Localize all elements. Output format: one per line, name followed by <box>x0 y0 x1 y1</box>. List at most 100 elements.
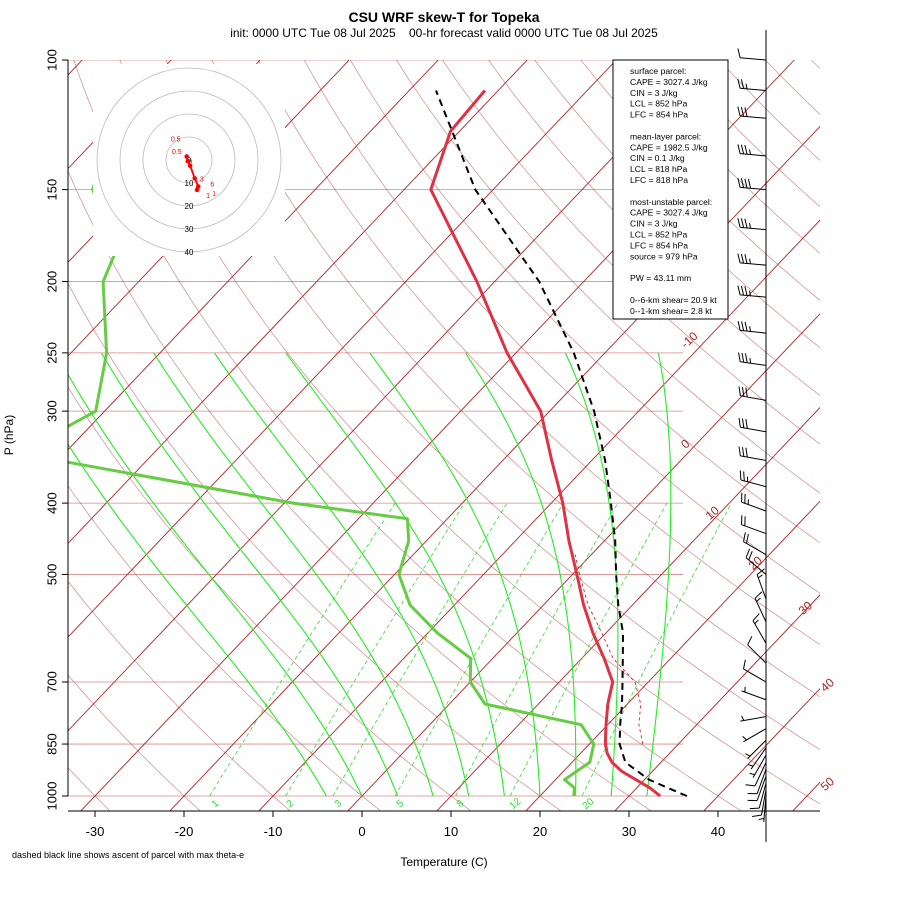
mixing-ratio-label: 5 <box>395 798 407 810</box>
wind-barb <box>737 106 767 119</box>
wind-barb-staff <box>760 789 767 816</box>
dry-adiabat <box>764 60 820 115</box>
wind-barb-flag <box>740 285 745 296</box>
isotherm-line <box>436 406 820 811</box>
wind-barb-staff <box>741 524 767 535</box>
wind-barb-flag <box>737 285 741 296</box>
info-box-line: surface parcel: <box>630 66 686 76</box>
mixing-ratio-label: 12 <box>508 796 524 812</box>
wind-barb-staff <box>752 754 767 778</box>
wind-barb-flag <box>758 574 763 579</box>
wind-barb-staff <box>740 455 767 461</box>
dry-adiabat <box>68 170 652 811</box>
moist-adiabat <box>285 352 505 797</box>
wind-barb <box>737 144 767 157</box>
dry-adiabat <box>68 386 472 811</box>
moist-adiabat <box>464 352 577 796</box>
wind-barb-flag <box>745 83 748 89</box>
info-box-line: LFC = 854 hPa <box>630 110 688 120</box>
isotherm-line <box>68 60 528 545</box>
mixing-ratio-label: 2 <box>285 798 297 810</box>
info-box-line: PW = 43.11 mm <box>630 273 691 283</box>
mixing-ratio-line <box>209 502 396 797</box>
dry-adiabat <box>626 60 820 254</box>
info-box-frame <box>612 59 729 320</box>
isotherm-line <box>525 500 820 811</box>
wind-barb <box>742 659 767 683</box>
info-box-line: LCL = 852 hPa <box>630 99 687 109</box>
wind-barb-flag <box>743 471 745 481</box>
moist-adiabat <box>646 352 672 797</box>
mixing-ratio-line <box>394 502 564 797</box>
wind-barb-flag <box>754 619 759 625</box>
wind-barb-flag <box>737 78 741 89</box>
wind-barb-staff <box>756 776 767 801</box>
chart-title: CSU WRF skew-T for Topeka <box>348 9 539 25</box>
wind-barb-flag <box>749 807 760 810</box>
wind-barb-flag <box>740 106 745 117</box>
wind-barb-staff <box>745 557 767 575</box>
wind-barb-flag <box>744 353 748 363</box>
wind-barb <box>737 321 767 334</box>
wind-barb-staff <box>756 769 767 794</box>
wind-barb-flag <box>738 352 741 362</box>
wind-barb-staff <box>740 395 767 401</box>
x-tick-label: 40 <box>711 824 725 839</box>
wind-barb-flag <box>745 419 748 429</box>
x-tick-label: 0 <box>358 824 365 839</box>
wind-barb-flag <box>742 532 746 542</box>
wind-barb-flag <box>744 107 748 117</box>
wind-barb-flag <box>749 223 752 229</box>
wind-barb-flag <box>741 447 745 457</box>
hodograph-point-label: 1 <box>212 191 216 198</box>
wind-barb-flag <box>752 814 762 818</box>
wind-barb-flag <box>740 253 745 264</box>
wind-barb <box>737 285 767 298</box>
isotherm-label: -10 <box>678 329 700 351</box>
hodograph-point-label: 6 <box>210 181 214 188</box>
wind-barb-staff <box>752 620 767 644</box>
wind-barb-staff <box>740 716 767 722</box>
wind-barb <box>740 715 767 722</box>
wind-barb-staff <box>747 644 767 664</box>
wind-barb-flag <box>756 597 761 602</box>
wind-barb <box>752 789 767 818</box>
wind-barb-flag <box>741 386 745 397</box>
wind-barb <box>741 492 767 512</box>
hodograph-ring <box>119 90 259 230</box>
wind-barb <box>739 470 767 488</box>
dry-adiabat <box>811 60 820 70</box>
wind-barb-staff <box>756 574 767 600</box>
mixing-ratio-labels: 1 2 3 5 8 12 20 <box>210 796 597 812</box>
info-box-line: CAPE = 3027.4 J/kg <box>630 208 708 218</box>
wind-barb-flag <box>747 178 752 189</box>
wind-barb-flag <box>747 764 754 767</box>
wind-barb-flag <box>749 772 755 776</box>
dry-adiabat <box>211 60 820 698</box>
wind-barb-staff <box>740 186 767 191</box>
info-box-line: 0--1-km shear= 2.8 kt <box>630 306 713 316</box>
wind-barb <box>752 613 767 644</box>
wind-barb-staff <box>750 747 767 770</box>
wind-barb-staff <box>740 294 767 298</box>
hodograph-point <box>194 187 200 193</box>
wind-barb-flag <box>747 636 753 646</box>
y-tick-label: 500 <box>45 564 60 586</box>
isotherm-line <box>792 781 820 811</box>
wind-barb-staff <box>743 668 767 683</box>
footnote: dashed black line shows ascent of parcel… <box>12 850 244 860</box>
wind-barb-staff <box>740 329 767 334</box>
chart-subtitle: init: 0000 UTC Tue 08 Jul 2025 00-hr for… <box>230 26 658 40</box>
wind-barb-staff <box>740 153 767 157</box>
info-box-line: CAPE = 3027.4 J/kg <box>630 77 708 87</box>
wind-barb <box>747 769 767 795</box>
wind-barb-flag <box>741 321 745 331</box>
wind-barb <box>758 795 767 822</box>
wind-barb-flag <box>756 568 765 576</box>
wind-barb-flag <box>744 144 748 155</box>
info-box-line: CIN = 0.1 J/kg <box>630 153 685 163</box>
wind-barb-staff <box>741 501 767 512</box>
wind-barb-staff <box>747 739 767 760</box>
wind-barb-flag <box>746 534 749 544</box>
wind-barb-flag <box>745 447 748 458</box>
